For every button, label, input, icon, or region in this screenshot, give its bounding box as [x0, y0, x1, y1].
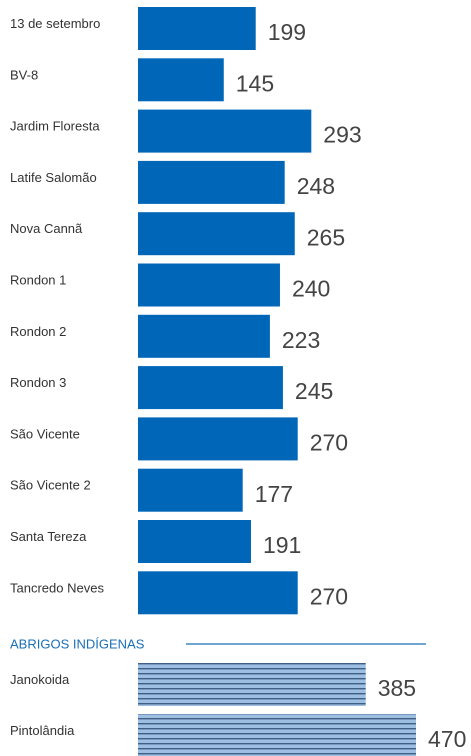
value-label: 245: [295, 378, 333, 404]
bar: [138, 417, 298, 461]
category-label: Rondon 1: [10, 273, 66, 288]
value-label: 270: [310, 583, 348, 609]
category-label: 13 de setembro: [10, 16, 100, 31]
category-label: Janokoida: [10, 672, 70, 687]
bar: [138, 212, 295, 256]
section-title: ABRIGOS INDÍGENAS: [10, 636, 145, 651]
bar: [138, 263, 280, 307]
bar: [138, 714, 416, 756]
value-label: 145: [236, 70, 274, 96]
value-label: 240: [292, 276, 330, 302]
bar: [138, 7, 256, 50]
value-label: 191: [263, 532, 301, 558]
category-label: São Vicente: [10, 426, 80, 441]
bar: [138, 160, 285, 204]
bar: [138, 109, 312, 153]
category-label: Tancredo Neves: [10, 580, 104, 595]
bar: [138, 520, 251, 563]
value-label: 223: [282, 327, 320, 353]
category-label: Jardim Floresta: [10, 119, 100, 134]
category-label: BV-8: [10, 67, 38, 82]
value-label: 385: [378, 675, 416, 701]
bar: [138, 663, 366, 706]
value-label: 265: [307, 224, 345, 250]
value-label: 293: [323, 122, 361, 148]
bar: [138, 58, 224, 102]
category-label: Rondon 2: [10, 324, 66, 339]
value-label: 177: [255, 481, 293, 507]
value-label: 470: [428, 726, 466, 752]
category-label: Rondon 3: [10, 375, 66, 390]
bar: [138, 571, 298, 615]
category-label: Latife Salomão: [10, 170, 97, 185]
value-label: 248: [297, 173, 335, 199]
category-label: Santa Tereza: [10, 529, 87, 544]
value-label: 199: [268, 19, 306, 45]
value-label: 270: [310, 429, 348, 455]
category-label: Nova Cannã: [10, 221, 83, 236]
bar: [138, 314, 270, 358]
bar: [138, 468, 243, 512]
category-label: São Vicente 2: [10, 478, 91, 493]
bar: [138, 366, 283, 410]
category-label: Pintolândia: [10, 723, 75, 738]
